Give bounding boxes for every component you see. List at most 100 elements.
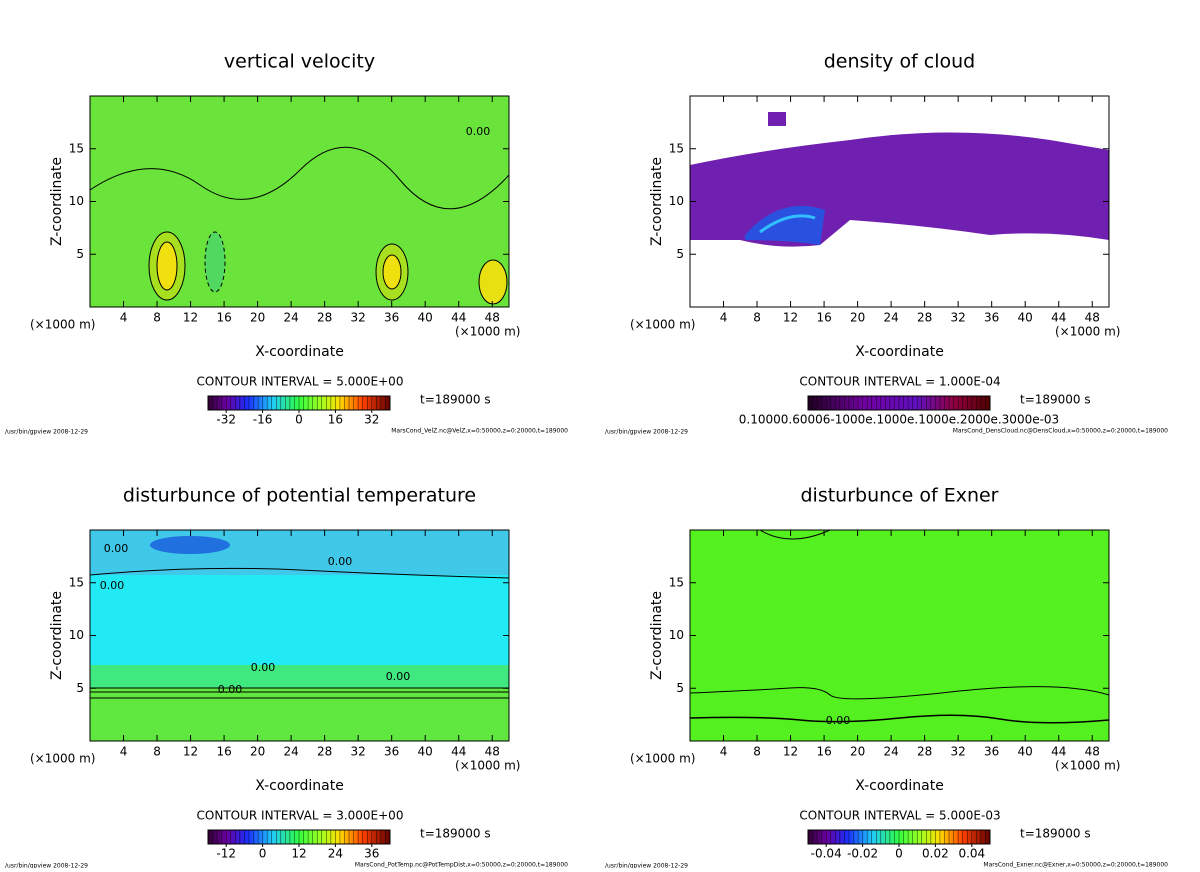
contour-interval: CONTOUR INTERVAL = 1.000E-04 — [799, 375, 1000, 389]
footer-right: MarsCond_DensCloud.nc@DensCloud,x=0:5000… — [953, 428, 1168, 435]
colorbar-tick-label: 0.04 — [958, 847, 985, 861]
colorbar-tick-label: -0.04 — [811, 847, 842, 861]
field-background — [690, 530, 1109, 741]
y-tick-label: 10 — [69, 194, 84, 208]
x-tick-label: 24 — [283, 745, 298, 759]
colorbar-tick-label: 16 — [328, 413, 343, 427]
x-tick-label: 20 — [250, 311, 265, 325]
colorbar-tick-label: -16 — [253, 413, 273, 427]
colorbar-tick-label: 0 — [895, 847, 903, 861]
x-tick-label: 12 — [183, 745, 198, 759]
fields — [89, 96, 1110, 741]
x-unit: (×1000 m) — [630, 318, 695, 332]
y-tick-label: 10 — [69, 628, 84, 642]
y-axis-label: Z-coordinate — [49, 157, 65, 246]
colorbar-tick-label: 0.02 — [922, 847, 949, 861]
contour-interval: CONTOUR INTERVAL = 3.000E+00 — [197, 809, 404, 823]
x-tick-label: 32 — [951, 311, 966, 325]
colorbar-tick-label: 24 — [328, 847, 343, 861]
field-feature — [150, 536, 230, 554]
colorbar-tick-label: -0.02 — [847, 847, 878, 861]
x-tick-label: 32 — [351, 311, 366, 325]
contour-label: 0.00 — [218, 683, 243, 696]
y-tick-label: 10 — [669, 628, 684, 642]
x-unit: (×1000 m) — [1055, 325, 1120, 339]
field-contour — [89, 146, 510, 210]
x-tick-label: 48 — [485, 311, 500, 325]
contour-label: 0.00 — [386, 670, 411, 683]
x-tick-label: 8 — [753, 311, 761, 325]
chart-title: vertical velocity — [224, 51, 375, 73]
x-tick-label: 4 — [120, 745, 128, 759]
footer-right: MarsCond_Exner.nc@Exner,x=0:50000,z=0:20… — [983, 862, 1168, 869]
x-tick-label: 36 — [384, 745, 399, 759]
contour-label: 0.00 — [251, 661, 276, 674]
y-tick-label: 15 — [669, 575, 684, 589]
field-feature — [478, 259, 508, 305]
x-tick-label: 16 — [816, 745, 831, 759]
footer-left: /usr/bin/gpview 2008-12-29 — [605, 863, 688, 869]
y-tick-label: 5 — [676, 247, 684, 261]
time-label: t=189000 s — [1020, 827, 1091, 841]
contour-label: 0.00 — [826, 714, 851, 727]
y-axis-label: Z-coordinate — [649, 157, 665, 246]
x-tick-label: 20 — [850, 311, 865, 325]
field-feature — [204, 231, 226, 293]
colorbar-tick-label: 12 — [291, 847, 306, 861]
colorbar-tick-label: -32 — [216, 413, 236, 427]
x-tick-label: 12 — [783, 311, 798, 325]
x-tick-label: 24 — [883, 311, 898, 325]
x-axis-label: X-coordinate — [855, 778, 944, 794]
x-axis-label: X-coordinate — [855, 344, 944, 360]
field-contour — [89, 567, 510, 579]
y-tick-label: 10 — [669, 194, 684, 208]
time-label: t=189000 s — [420, 827, 491, 841]
x-tick-label: 32 — [351, 745, 366, 759]
chart-title: density of cloud — [824, 51, 976, 73]
footer-right: MarsCond_VelZ.nc@VelZ,x=0:50000,z=0:2000… — [391, 428, 568, 435]
time-label: t=189000 s — [1020, 393, 1091, 407]
contour-interval: CONTOUR INTERVAL = 5.000E+00 — [197, 375, 404, 389]
x-tick-label: 32 — [951, 745, 966, 759]
footer-left: /usr/bin/gpview 2008-12-29 — [5, 863, 88, 869]
x-tick-label: 8 — [153, 745, 161, 759]
x-tick-label: 16 — [216, 311, 231, 325]
x-tick-label: 48 — [1085, 745, 1100, 759]
x-tick-label: 20 — [850, 745, 865, 759]
x-tick-label: 36 — [984, 745, 999, 759]
x-tick-label: 44 — [451, 311, 466, 325]
chart-title: disturbunce of Exner — [800, 485, 998, 507]
colorbar-label: 0.10000.60006-1000e.1000e.1000e.2000e.30… — [739, 413, 1059, 427]
x-tick-label: 24 — [283, 311, 298, 325]
y-tick-label: 15 — [69, 575, 84, 589]
x-tick-label: 16 — [216, 745, 231, 759]
field-contour — [90, 687, 509, 699]
x-tick-label: 40 — [1018, 745, 1033, 759]
field-feature — [90, 688, 509, 741]
x-tick-label: 24 — [883, 745, 898, 759]
x-tick-label: 48 — [1085, 311, 1100, 325]
x-unit: (×1000 m) — [630, 752, 695, 766]
footer-left: /usr/bin/gpview 2008-12-29 — [5, 429, 88, 436]
x-tick-label: 28 — [917, 745, 932, 759]
colorbar-tick-label: 36 — [364, 847, 379, 861]
contour-interval: CONTOUR INTERVAL = 5.000E-03 — [799, 809, 1000, 823]
field-feature — [382, 254, 402, 290]
x-unit: (×1000 m) — [455, 325, 520, 339]
x-unit: (×1000 m) — [455, 759, 520, 773]
field-feature — [156, 241, 178, 291]
footer-left: /usr/bin/gpview 2008-12-29 — [605, 429, 688, 436]
x-unit: (×1000 m) — [30, 752, 95, 766]
x-tick-label: 8 — [153, 311, 161, 325]
field-contour — [759, 529, 831, 540]
x-tick-label: 28 — [317, 745, 332, 759]
x-axis-label: X-coordinate — [255, 778, 344, 794]
x-tick-label: 12 — [183, 311, 198, 325]
contour-label: 0.00 — [104, 542, 129, 555]
x-tick-label: 4 — [720, 311, 728, 325]
x-tick-label: 8 — [753, 745, 761, 759]
colorbar-tick-label: -12 — [216, 847, 236, 861]
time-label: t=189000 s — [420, 393, 491, 407]
colorbar-tick-label: 32 — [364, 413, 379, 427]
